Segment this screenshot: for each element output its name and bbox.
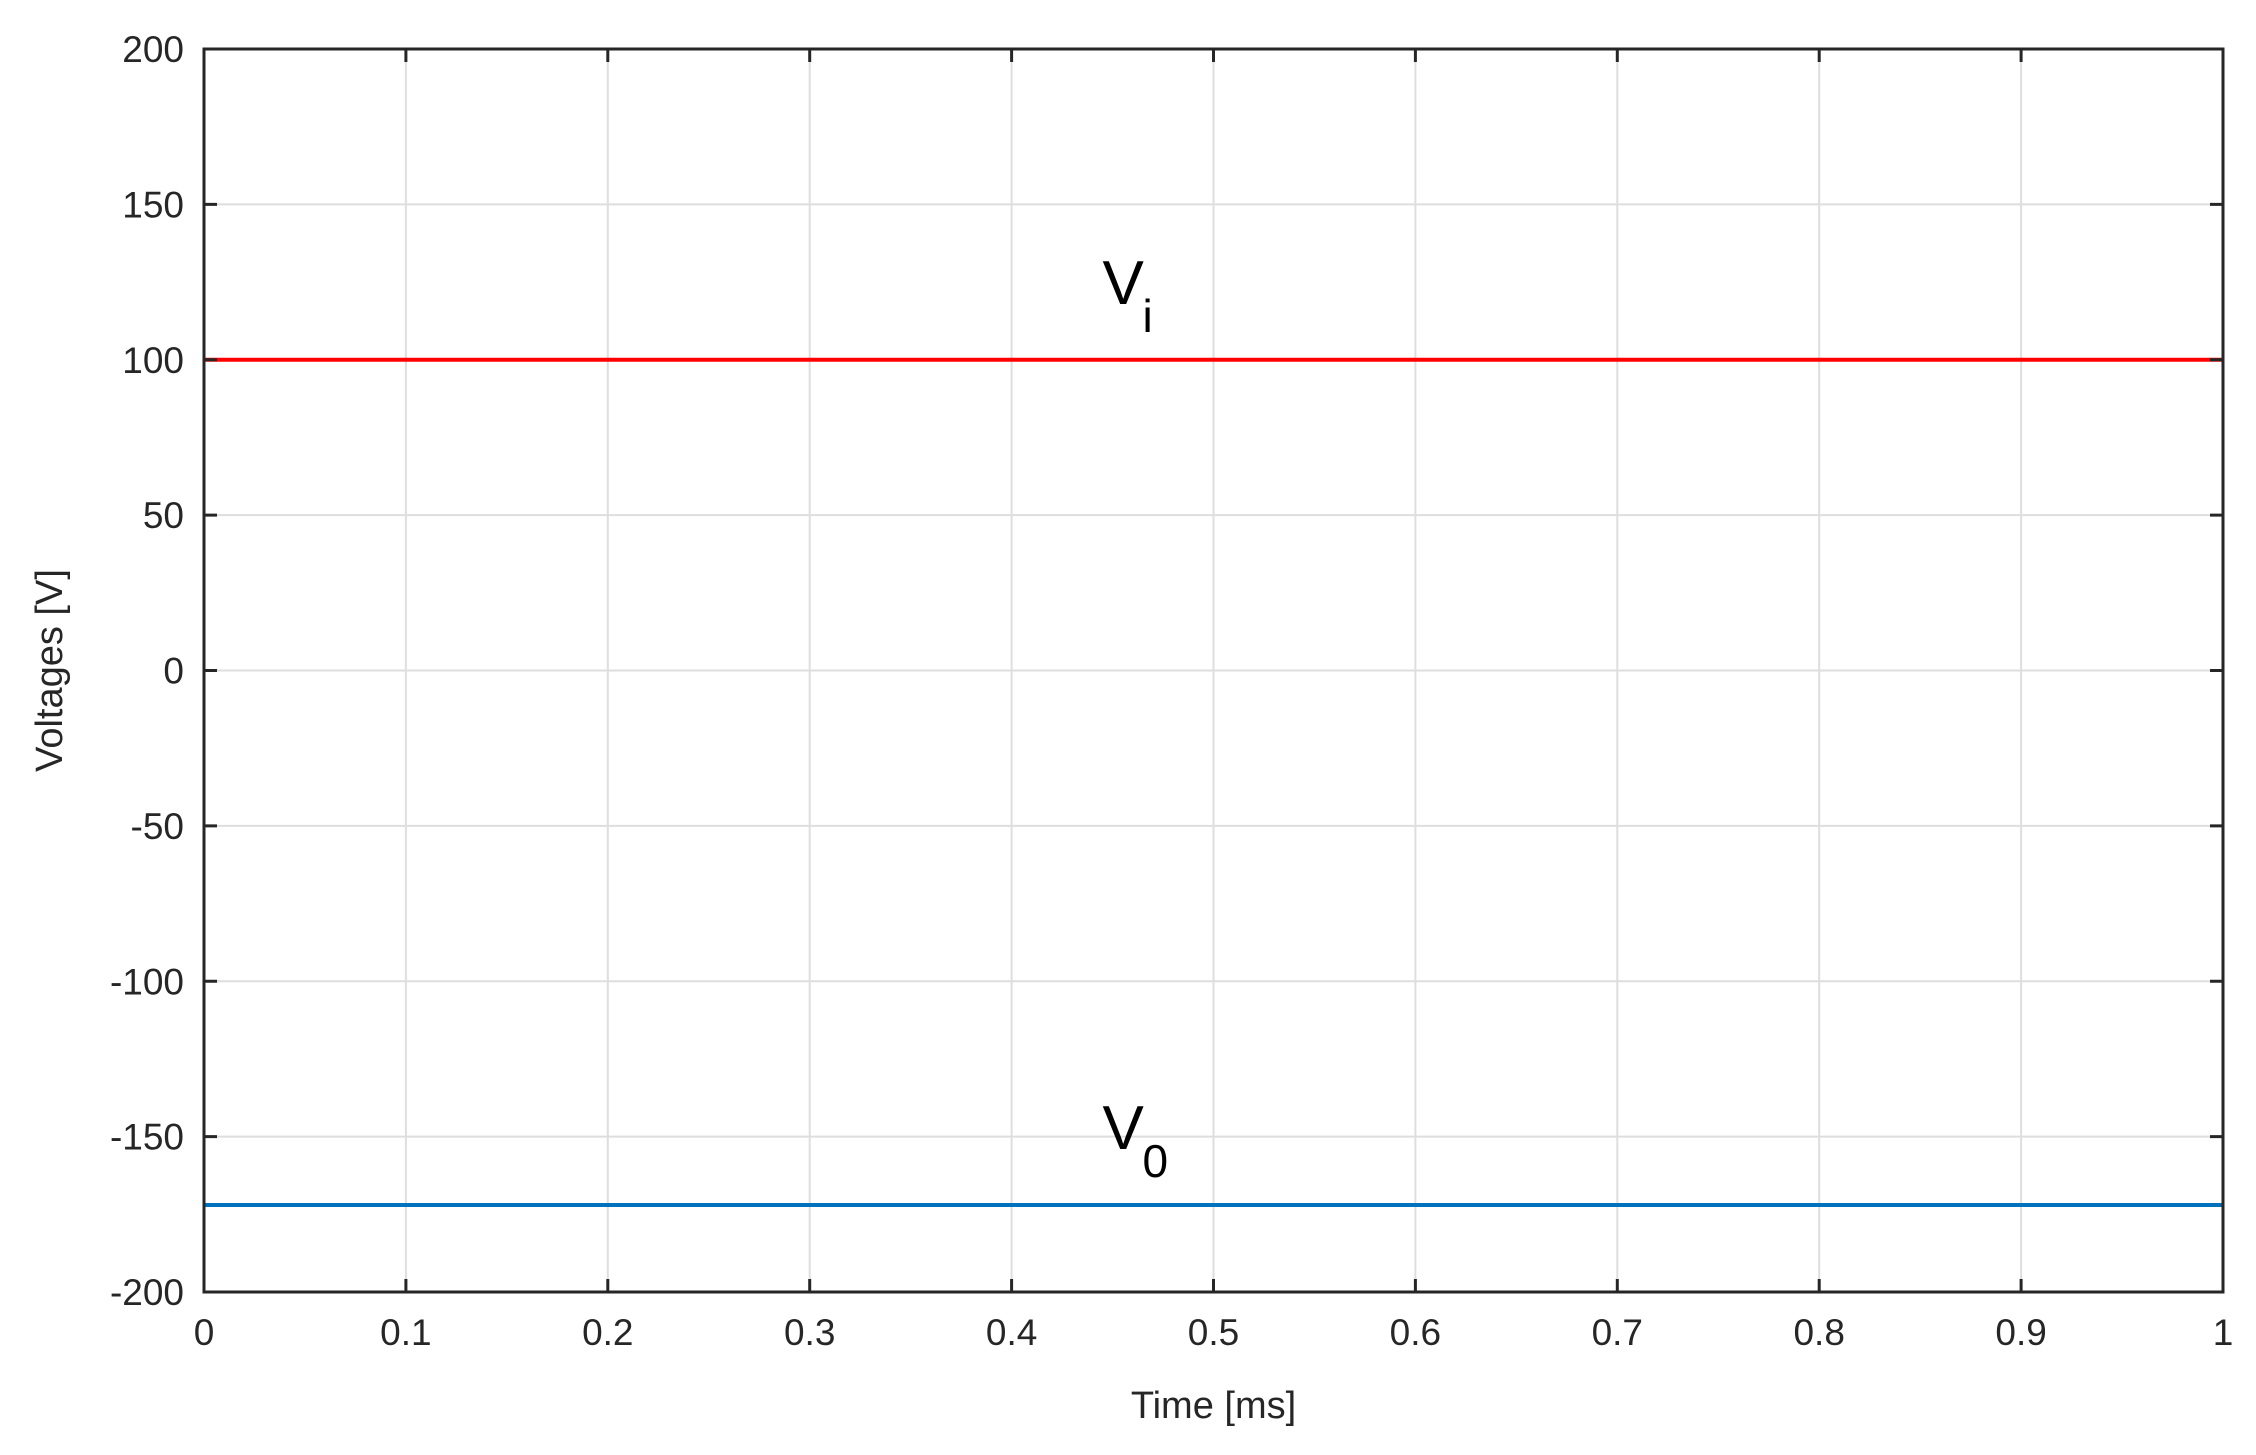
axis-ticks: 0 0.1 0.2 0.3 0.4 0.5 0.6 0.7 0.8 0.9 1 200 150 100 50… [110,29,2233,1353]
x-tick-label: 0.7 [1592,1312,1643,1353]
x-tick-label: 0.2 [582,1312,633,1353]
y-tick-label: 100 [122,340,184,381]
y-tick-label: 150 [122,184,184,225]
y-tick-label: -200 [110,1272,184,1313]
y-tick-label: -150 [110,1117,184,1158]
y-tick-label: -50 [131,806,184,847]
x-axis-label: Time [ms] [1131,1385,1296,1427]
y-axis-label: Voltages [V] [29,569,71,772]
annotation-subscript: 0 [1142,1135,1168,1187]
annotation-vi: Vi [1102,249,1152,342]
x-tick-label: 0.6 [1390,1312,1441,1353]
x-tick-label: 0.4 [986,1312,1037,1353]
x-tick-label: 0 [194,1312,215,1353]
grid-lines [203,48,2224,1293]
y-tick-label: 200 [122,29,184,70]
annotation-main-text: V [1102,1094,1144,1163]
x-tick-label: 0.5 [1188,1312,1239,1353]
y-tick-label: -100 [110,961,184,1002]
annotation-main-text: V [1102,249,1144,318]
x-tick-label: 1 [2213,1312,2234,1353]
series-lines [204,357,2223,1207]
y-tick-label: 0 [163,651,184,692]
x-tick-label: 0.1 [380,1312,431,1353]
annotation-subscript: i [1142,290,1152,342]
x-tick-label: 0.3 [784,1312,835,1353]
x-tick-label: 0.8 [1793,1312,1844,1353]
x-tick-label: 0.9 [1995,1312,2046,1353]
annotation-vo: V0 [1102,1094,1168,1187]
y-tick-label: 50 [143,495,184,536]
